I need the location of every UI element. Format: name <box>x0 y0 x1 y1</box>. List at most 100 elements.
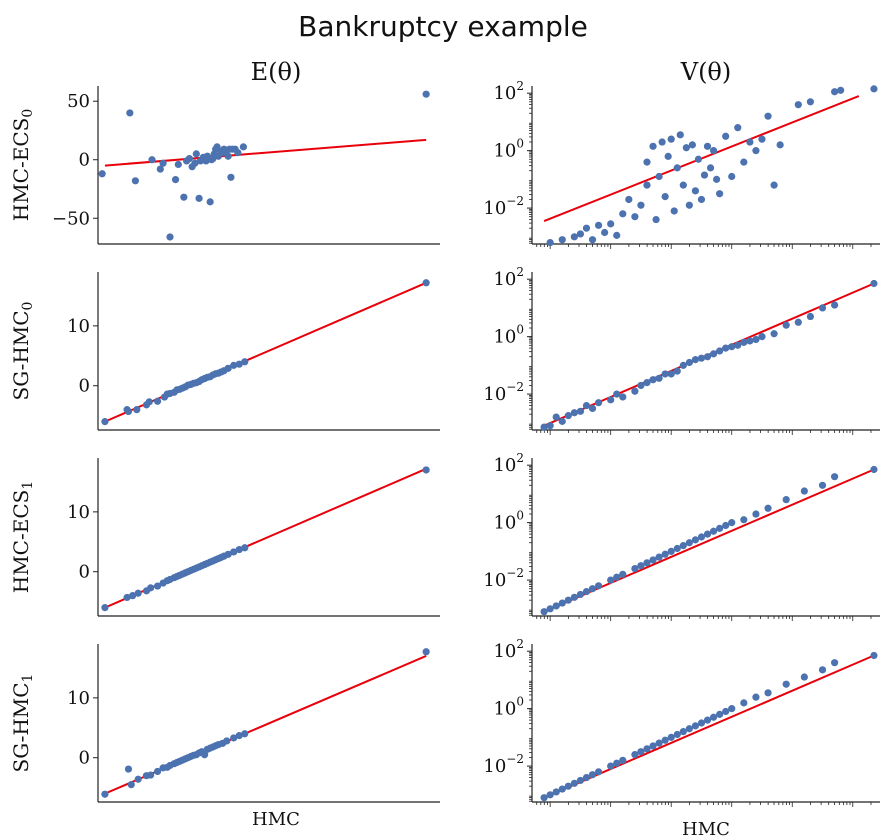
data-point <box>134 775 142 783</box>
data-point <box>770 181 778 189</box>
data-point <box>667 370 675 378</box>
fit-line <box>104 138 427 167</box>
data-point <box>637 381 645 390</box>
data-point <box>131 177 139 185</box>
data-point <box>697 533 706 541</box>
data-point <box>643 745 651 753</box>
data-point <box>625 195 633 204</box>
data-point <box>728 343 736 351</box>
y-tick-label: 0 <box>79 748 90 769</box>
data-point <box>594 221 603 229</box>
data-point <box>224 550 232 558</box>
data-point <box>691 356 700 364</box>
data-point <box>540 608 548 616</box>
data-point <box>764 112 772 120</box>
panel-r0-c0: 50 0 −50 <box>52 86 440 245</box>
row-label-3: SG-HMC1 <box>9 674 36 773</box>
data-point <box>716 710 724 718</box>
data-point <box>649 376 657 384</box>
data-point <box>147 584 155 592</box>
row-label-base: SG-HMC <box>9 310 33 400</box>
data-point <box>607 576 615 584</box>
data-point <box>655 553 663 561</box>
data-point <box>800 487 808 495</box>
data-point <box>703 353 712 361</box>
data-point <box>752 335 760 344</box>
row-label-subscript: 1 <box>20 481 36 490</box>
data-point <box>588 236 597 244</box>
data-point <box>619 393 627 401</box>
data-point <box>831 659 839 667</box>
data-point <box>643 181 651 189</box>
data-point <box>722 132 730 140</box>
data-point <box>98 170 106 178</box>
x-axis-label-left: HMC <box>252 809 300 830</box>
data-point <box>180 193 188 201</box>
y-tick-label: 100 <box>493 509 524 534</box>
data-point <box>241 730 249 738</box>
data-point <box>697 195 706 204</box>
data-point <box>223 737 231 745</box>
y-tick-label: 10 <box>67 316 90 337</box>
data-point <box>679 542 687 550</box>
data-point <box>594 768 603 776</box>
data-point <box>564 412 572 420</box>
data-point <box>673 730 681 739</box>
data-point <box>728 172 736 181</box>
y-tick-label: 10−2 <box>483 752 524 777</box>
data-point <box>145 398 153 406</box>
data-point <box>752 147 760 155</box>
data-point <box>235 731 243 740</box>
y-tick-label: 10 <box>67 502 90 523</box>
panel-grid: HMC-ECS0SG-HMC0HMC-ECS1SG-HMC1500−501021… <box>9 79 880 807</box>
data-point <box>837 86 845 94</box>
data-point <box>564 596 572 604</box>
data-point <box>607 220 615 228</box>
data-point <box>224 364 232 372</box>
data-point <box>582 401 591 410</box>
data-point <box>201 751 209 759</box>
data-point <box>546 238 554 247</box>
data-point <box>546 791 554 799</box>
data-point <box>156 165 164 173</box>
data-point <box>764 504 772 512</box>
data-point <box>153 582 162 590</box>
data-point <box>613 573 621 581</box>
data-point <box>740 158 748 166</box>
data-point <box>147 771 155 779</box>
data-point <box>716 347 724 355</box>
data-point <box>691 722 700 730</box>
data-point <box>637 748 645 756</box>
data-point <box>667 135 675 143</box>
data-point <box>782 496 790 504</box>
data-point <box>185 154 193 163</box>
data-point <box>619 570 627 578</box>
data-point <box>552 602 560 610</box>
data-point <box>552 788 560 796</box>
data-point <box>129 592 137 600</box>
data-point <box>758 135 766 143</box>
data-point <box>570 409 578 417</box>
y-tick-label: 10 <box>67 688 90 709</box>
y-tick-label: 10−2 <box>483 380 524 405</box>
data-point <box>588 404 597 413</box>
data-point <box>746 337 754 345</box>
y-tick-label: 10−2 <box>483 566 524 591</box>
data-point <box>697 719 706 727</box>
data-point <box>782 680 790 688</box>
data-point <box>540 794 548 802</box>
data-point <box>673 164 681 172</box>
data-point <box>658 138 666 146</box>
panel-r0-c1: 102 100 10−2 <box>483 79 880 249</box>
data-point <box>643 158 651 166</box>
panel-r2-c1: 102 100 10−2 <box>483 451 880 621</box>
data-point <box>655 374 663 382</box>
data-point <box>870 279 878 288</box>
data-point <box>619 756 627 764</box>
data-point <box>230 548 238 556</box>
data-point <box>740 516 748 524</box>
data-point <box>703 716 712 724</box>
data-point <box>127 781 135 789</box>
data-point <box>631 213 639 221</box>
data-point <box>192 150 200 158</box>
